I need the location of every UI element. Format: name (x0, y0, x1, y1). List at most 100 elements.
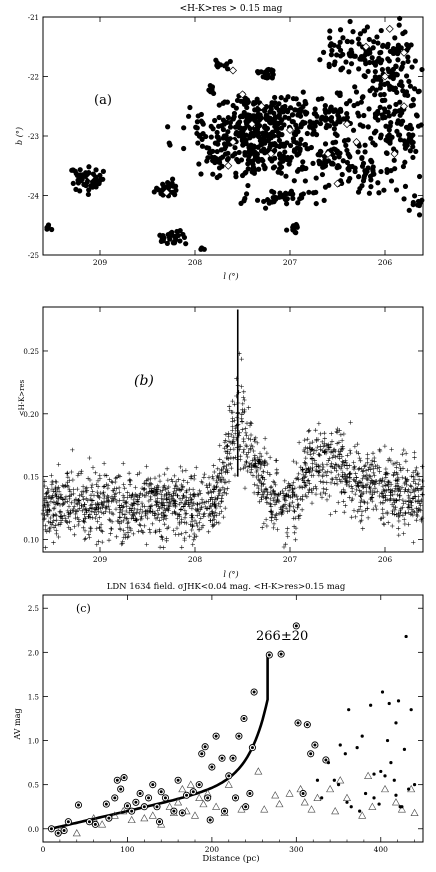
data-point (416, 88, 422, 94)
data-point (412, 193, 418, 199)
data-point (242, 133, 248, 139)
data-point (396, 82, 403, 88)
panel-c-ylabel: AV mag (13, 708, 22, 740)
dot-marker (380, 690, 385, 694)
data-point (416, 212, 423, 218)
triangle-marker (358, 811, 367, 819)
data-point (276, 101, 282, 107)
dot-marker (377, 802, 381, 806)
data-point (323, 114, 329, 121)
data-point (278, 95, 284, 101)
data-point (304, 146, 310, 152)
data-point (207, 89, 214, 95)
data-point (393, 187, 400, 193)
data-point (296, 101, 302, 107)
x-tick-label: 300 (289, 845, 304, 854)
data-point (279, 193, 285, 200)
data-point (386, 104, 393, 110)
y-tick-label: 1.5 (28, 693, 39, 701)
data-point (368, 184, 374, 190)
star-marker-core (155, 805, 159, 809)
data-point (88, 183, 94, 189)
triangle-marker (313, 793, 322, 801)
diamond-marker (229, 66, 237, 75)
star-marker-core (234, 796, 238, 800)
data-point (269, 69, 275, 75)
data-point (356, 174, 362, 180)
data-point (245, 182, 251, 189)
data-point (284, 107, 291, 114)
data-point (86, 187, 92, 193)
data-point (326, 61, 332, 68)
data-point (347, 98, 353, 104)
dot-marker (394, 793, 398, 797)
star-marker-core (122, 776, 126, 780)
data-point (289, 191, 295, 198)
data-point (292, 107, 298, 113)
data-point (154, 185, 160, 191)
data-point (262, 166, 268, 172)
data-point (215, 141, 221, 147)
triangle-marker (336, 776, 345, 784)
data-point (300, 89, 306, 95)
triangle-marker (212, 802, 221, 810)
data-point (322, 141, 329, 147)
panel-b-xlabel: l (°) (223, 570, 238, 579)
data-point (416, 173, 423, 180)
diamond-marker (381, 72, 389, 81)
data-point (177, 238, 183, 244)
data-point (286, 115, 292, 121)
data-point (261, 198, 267, 205)
data-point (199, 143, 206, 149)
data-point (239, 172, 246, 179)
star-marker-core (66, 820, 70, 824)
data-point (397, 99, 403, 105)
data-point (160, 232, 166, 239)
data-point (337, 39, 343, 45)
dot-marker (336, 783, 341, 787)
dot-marker (320, 796, 324, 800)
data-point (403, 73, 410, 79)
data-point (340, 35, 346, 41)
panel-c-title: LDN 1634 field. σJHK<0.04 mag. <H-K>res>… (107, 582, 346, 592)
data-point (269, 188, 275, 194)
data-point (203, 133, 209, 140)
data-point (160, 181, 166, 187)
data-point (307, 123, 313, 129)
data-point (208, 149, 214, 155)
star-marker-core (252, 690, 256, 694)
star-marker-core (313, 743, 317, 747)
star-marker-core (134, 800, 138, 804)
data-point (221, 133, 227, 139)
x-tick-label: 209 (93, 258, 108, 267)
data-point (167, 236, 173, 242)
data-point (379, 57, 385, 63)
dot-marker (404, 634, 408, 639)
data-point (77, 167, 83, 173)
data-point (233, 131, 239, 137)
dot-marker (412, 783, 417, 787)
star-marker-core (113, 796, 117, 800)
data-point (359, 155, 365, 161)
data-point (283, 201, 290, 207)
x-tick-label: 200 (205, 845, 220, 854)
star-marker-core (267, 653, 271, 657)
data-point (209, 154, 215, 161)
data-point (400, 163, 407, 170)
data-point (283, 173, 289, 179)
data-point (49, 226, 55, 233)
dot-marker (315, 778, 320, 782)
star-marker-core (107, 816, 111, 820)
diamond-marker (86, 173, 95, 182)
data-point (312, 106, 318, 112)
data-point (371, 39, 377, 45)
star-marker-core (210, 765, 214, 769)
data-point (204, 145, 210, 151)
data-point (70, 180, 76, 187)
data-point (243, 137, 249, 143)
diamond-marker (362, 42, 370, 51)
data-point (344, 38, 350, 44)
data-point (288, 142, 294, 149)
y-tick-label: -21 (28, 14, 39, 22)
data-point (283, 97, 289, 103)
